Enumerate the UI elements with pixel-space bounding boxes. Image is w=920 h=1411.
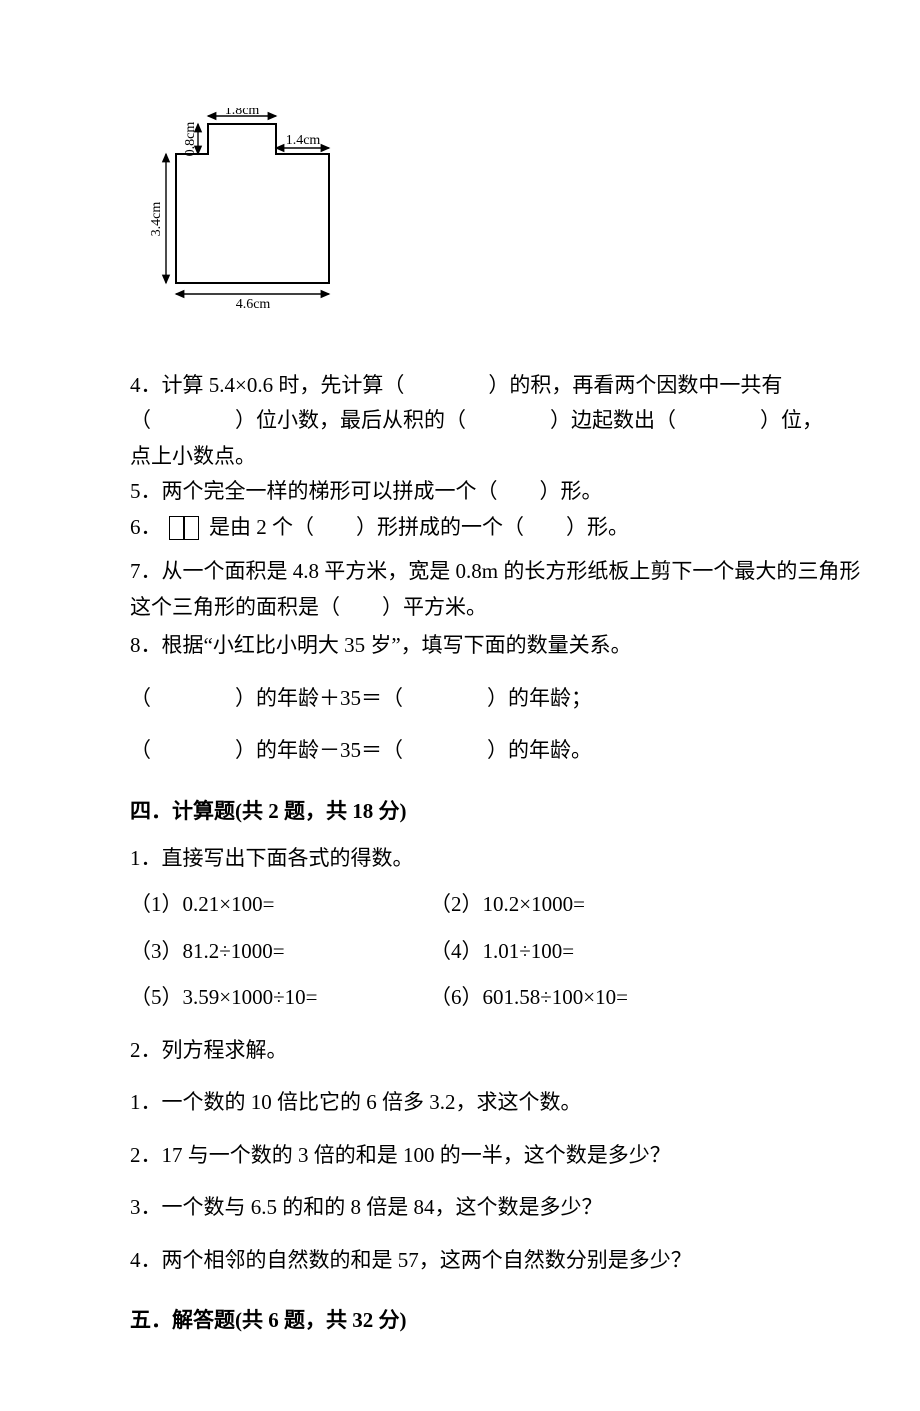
q7-l2: 这个三角形的面积是（ ）平方米。 [130, 591, 920, 624]
q4-l2: （ ）位小数，最后从积的（ ）边起数出（ ）位， [130, 404, 920, 437]
notched-rect-diagram: 1.8cm 1.4cm 0.8cm 3.4cm 4.6cm [140, 108, 350, 313]
section5-head: 五．解答题(共 6 题，共 32 分) [130, 1304, 920, 1337]
dim-notch-h-label: 0.8cm [183, 122, 198, 157]
q4: 4．计算 5.4×0.6 时，先计算（ ）的积，再看两个因数中一共有 （ ）位小… [130, 369, 920, 473]
q8-l2: （ ）的年龄－35＝（ ）的年龄。 [130, 734, 920, 767]
calc-cell: （1）0.21×100= [130, 888, 430, 921]
sec4-q1-lead: 1．直接写出下面各式的得数。 [130, 842, 920, 875]
calc-cell: （2）10.2×1000= [430, 888, 920, 921]
q4-l3: 点上小数点。 [130, 440, 920, 473]
q6-prefix: 6． [130, 515, 162, 539]
section4-head: 四．计算题(共 2 题，共 18 分) [130, 795, 920, 828]
calc-cell: （3）81.2÷1000= [130, 935, 430, 968]
dim-right-label: 1.4cm [286, 133, 321, 148]
equation-item: 3．一个数与 6.5 的和的 8 倍是 84，这个数是多少？ [130, 1191, 920, 1224]
calc-row: （3）81.2÷1000=（4）1.01÷100= [130, 935, 920, 968]
sec4-q1-grid: （1）0.21×100=（2）10.2×1000=（3）81.2÷1000=（4… [130, 888, 920, 1014]
calc-row: （5）3.59×1000÷10=（6）601.58÷100×10= [130, 981, 920, 1014]
two-squares-icon [169, 516, 198, 550]
q7: 7．从一个面积是 4.8 平方米，宽是 0.8m 的长方形纸板上剪下一个最大的三… [130, 555, 920, 623]
dim-top-label: 1.8cm [225, 108, 260, 118]
sec4-q2-list: 1．一个数的 10 倍比它的 6 倍多 3.2，求这个数。 2．17 与一个数的 … [130, 1086, 920, 1276]
q8-head: 8．根据“小红比小明大 35 岁”，填写下面的数量关系。 [130, 629, 920, 662]
dim-bottom-label: 4.6cm [236, 297, 271, 312]
q4-l1: 4．计算 5.4×0.6 时，先计算（ ）的积，再看两个因数中一共有 [130, 369, 920, 402]
sec4-q2-lead: 2．列方程求解。 [130, 1034, 920, 1067]
dim-left-label: 3.4cm [149, 202, 164, 237]
equation-item: 2．17 与一个数的 3 倍的和是 100 的一半，这个数是多少？ [130, 1139, 920, 1172]
equation-item: 1．一个数的 10 倍比它的 6 倍多 3.2，求这个数。 [130, 1086, 920, 1119]
calc-row: （1）0.21×100=（2）10.2×1000= [130, 888, 920, 921]
q7-l1: 7．从一个面积是 4.8 平方米，宽是 0.8m 的长方形纸板上剪下一个最大的三… [130, 555, 920, 588]
q6-rest: 是由 2 个（ ）形拼成的一个（ ）形。 [209, 515, 629, 539]
equation-item: 4．两个相邻的自然数的和是 57，这两个自然数分别是多少？ [130, 1244, 920, 1277]
q8-l1: （ ）的年龄＋35＝（ ）的年龄； [130, 682, 920, 715]
figure-q3: 1.8cm 1.4cm 0.8cm 3.4cm 4.6cm [130, 0, 920, 363]
q5: 5．两个完全一样的梯形可以拼成一个（ ）形。 [130, 475, 920, 508]
calc-cell: （5）3.59×1000÷10= [130, 981, 430, 1014]
calc-cell: （4）1.01÷100= [430, 935, 920, 968]
q8: 8．根据“小红比小明大 35 岁”，填写下面的数量关系。 （ ）的年龄＋35＝（… [130, 629, 920, 767]
q6: 6． 是由 2 个（ ）形拼成的一个（ ）形。 [130, 511, 920, 550]
calc-cell: （6）601.58÷100×10= [430, 981, 920, 1014]
